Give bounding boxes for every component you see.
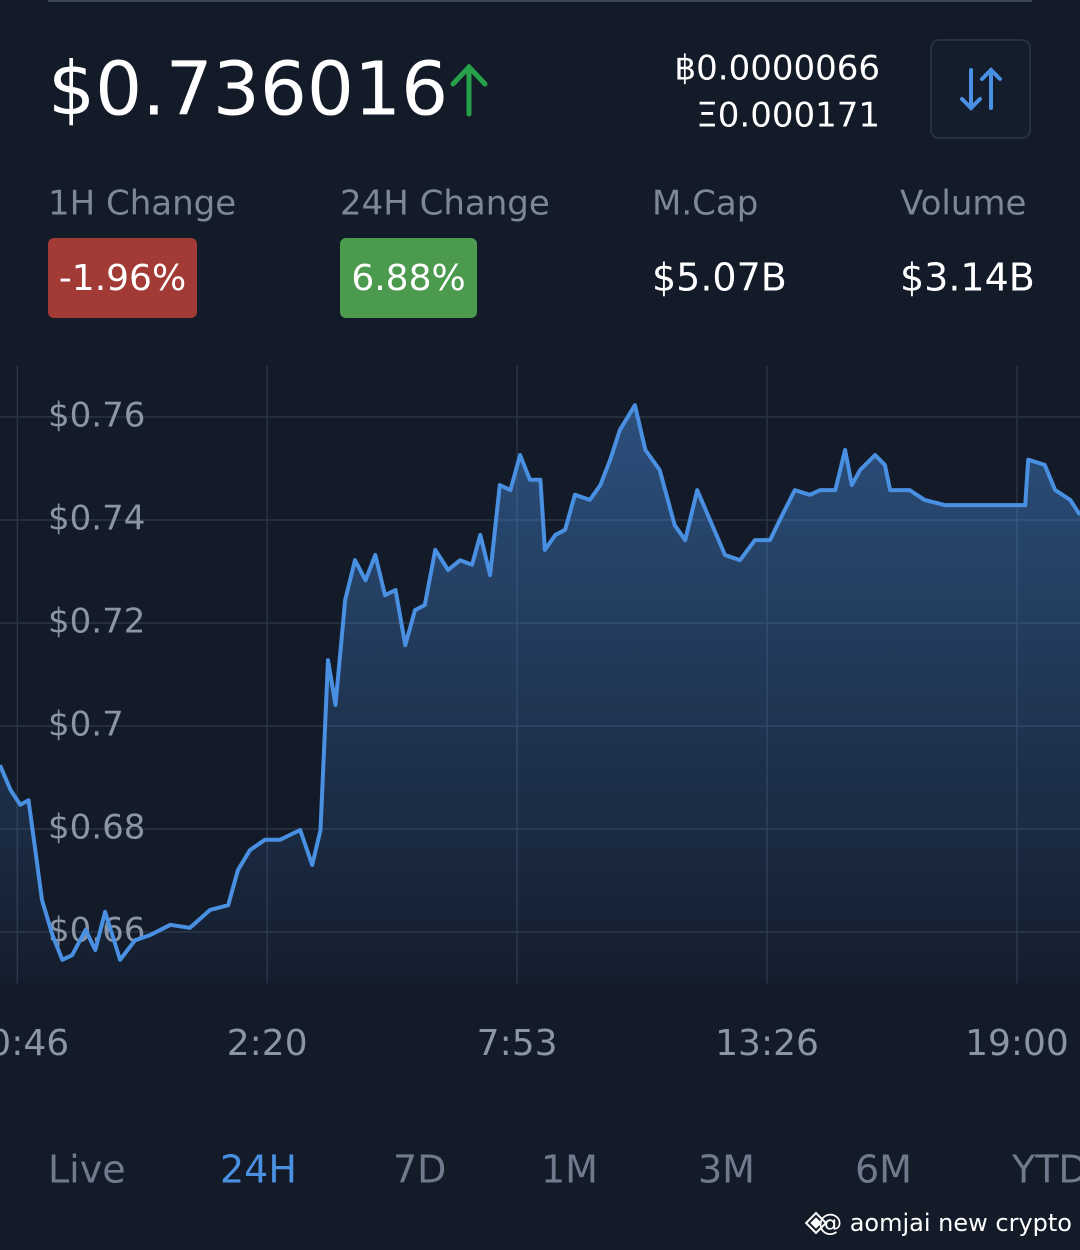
change-badge: [340, 238, 477, 318]
stat-value: -1.96%: [59, 258, 186, 299]
range-tab[interactable]: 24H: [220, 1148, 297, 1192]
y-tick-label: $0.68: [48, 808, 145, 848]
price: $0.736016: [48, 47, 448, 133]
stat-value: $3.14B: [900, 256, 1035, 300]
x-tick-label: 20:46: [0, 1023, 69, 1064]
range-tab[interactable]: 3M: [698, 1148, 755, 1192]
stat-label: Volume: [900, 184, 1026, 224]
watermark-icon: [804, 1211, 828, 1235]
up-arrow: [450, 63, 488, 117]
change-badge: [48, 238, 197, 318]
btc-price: ฿0.0000066: [675, 49, 881, 89]
swap-button[interactable]: [930, 39, 1031, 139]
eth-price: Ξ0.000171: [696, 96, 880, 136]
range-tab[interactable]: 1M: [541, 1148, 598, 1192]
stat-label: M.Cap: [652, 184, 758, 224]
stat-label: 1H Change: [48, 184, 236, 224]
stat-label: 24H Change: [340, 184, 550, 224]
y-tick-label: $0.74: [48, 499, 145, 539]
watermark: @ aomjai new crypto: [818, 1209, 1072, 1237]
range-tab[interactable]: YTD: [1011, 1148, 1080, 1192]
price-chart: $0.66$0.68$0.7$0.72$0.74$0.7620:462:207:…: [0, 365, 1080, 1064]
range-tabs: Live 24H 7D 1M 3M 6M YTD: [48, 1148, 1080, 1192]
x-tick-label: 13:26: [715, 1023, 819, 1064]
y-tick-label: $0.76: [48, 396, 145, 436]
range-tab[interactable]: 6M: [855, 1148, 912, 1192]
range-tab[interactable]: Live: [48, 1148, 126, 1192]
range-tab[interactable]: 7D: [393, 1148, 446, 1192]
stat-value: 6.88%: [351, 258, 465, 299]
stat-value: $5.07B: [652, 256, 787, 300]
y-tick-label: $0.7: [48, 705, 124, 745]
area: [0, 405, 1080, 984]
x-tick-label: 7:53: [477, 1023, 558, 1064]
stats-row: 1H Change -1.96% 24H Change 6.88% M.Cap $5.07…: [48, 184, 1035, 318]
x-tick-label: 19:00: [965, 1023, 1069, 1064]
y-tick-label: $0.72: [48, 602, 145, 642]
x-tick-label: 2:20: [227, 1023, 308, 1064]
price-line: [0, 403, 1080, 962]
